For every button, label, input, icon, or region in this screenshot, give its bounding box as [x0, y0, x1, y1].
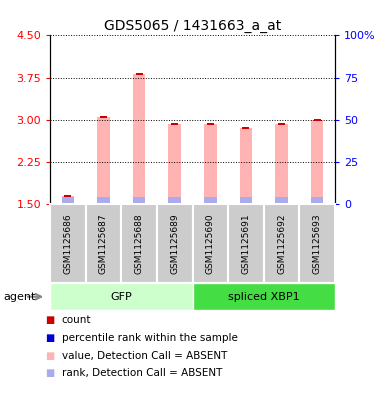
Text: rank, Detection Call = ABSENT: rank, Detection Call = ABSENT — [62, 368, 222, 378]
Bar — [62, 197, 74, 204]
Bar — [133, 73, 145, 204]
Text: percentile rank within the sample: percentile rank within the sample — [62, 333, 238, 343]
Bar — [169, 197, 181, 204]
Bar — [275, 124, 288, 204]
Title: GDS5065 / 1431663_a_at: GDS5065 / 1431663_a_at — [104, 19, 281, 33]
Bar — [275, 197, 288, 204]
Bar — [169, 124, 181, 204]
Text: GSM1125692: GSM1125692 — [277, 213, 286, 274]
Bar — [97, 117, 110, 204]
Text: ■: ■ — [45, 315, 55, 325]
Bar — [314, 119, 321, 121]
Bar — [100, 116, 107, 118]
Text: GSM1125687: GSM1125687 — [99, 213, 108, 274]
Text: GSM1125689: GSM1125689 — [170, 213, 179, 274]
Text: GSM1125688: GSM1125688 — [135, 213, 144, 274]
Bar — [240, 197, 252, 204]
Bar — [204, 197, 216, 204]
Bar — [240, 128, 252, 204]
Bar — [64, 195, 71, 197]
Text: ■: ■ — [45, 368, 55, 378]
Text: GSM1125686: GSM1125686 — [64, 213, 72, 274]
Text: count: count — [62, 315, 91, 325]
Bar — [171, 123, 178, 125]
Text: value, Detection Call = ABSENT: value, Detection Call = ABSENT — [62, 351, 227, 361]
Bar — [204, 124, 216, 204]
Text: GSM1125691: GSM1125691 — [241, 213, 250, 274]
Bar — [62, 196, 74, 204]
Bar — [207, 123, 214, 125]
Text: ■: ■ — [45, 333, 55, 343]
Text: GFP: GFP — [110, 292, 132, 302]
Text: GSM1125693: GSM1125693 — [313, 213, 321, 274]
Bar — [136, 73, 142, 75]
Bar — [97, 197, 110, 204]
Text: agent: agent — [4, 292, 36, 302]
Text: spliced XBP1: spliced XBP1 — [228, 292, 300, 302]
Bar — [243, 127, 249, 129]
Bar — [133, 197, 145, 204]
Text: ■: ■ — [45, 351, 55, 361]
Bar — [278, 123, 285, 125]
Bar — [311, 120, 323, 204]
Bar — [311, 197, 323, 204]
Text: GSM1125690: GSM1125690 — [206, 213, 215, 274]
